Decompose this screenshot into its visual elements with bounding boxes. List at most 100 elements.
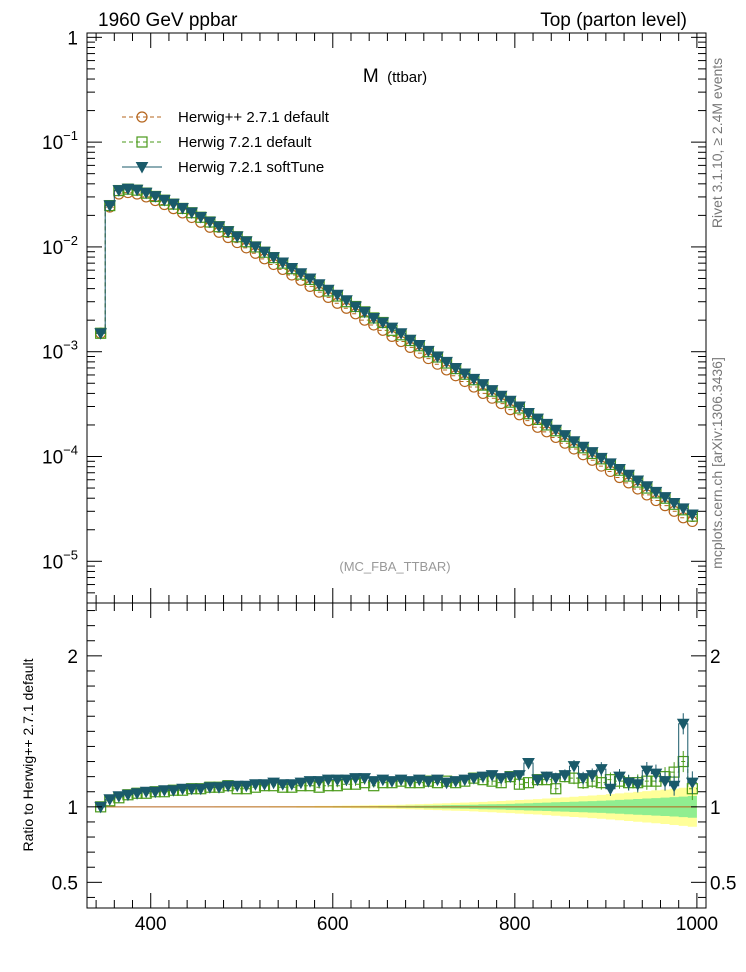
ratio-point	[676, 718, 690, 731]
series-2	[94, 183, 699, 521]
legend-marker	[136, 111, 148, 123]
ratio-point	[294, 777, 308, 790]
data-point	[431, 351, 444, 364]
data-point	[267, 252, 280, 264]
data-point	[221, 226, 235, 238]
ratio-point	[312, 776, 326, 788]
ratio-point	[203, 782, 217, 794]
data-point	[558, 430, 572, 442]
ratio-point	[349, 773, 362, 785]
data-point	[667, 498, 681, 510]
data-point	[440, 356, 453, 369]
data-point	[158, 194, 171, 207]
ratio-y-tick-label: 0.5	[52, 873, 78, 894]
data-point	[631, 475, 645, 488]
x-tick-label: 400	[135, 914, 167, 935]
ratio-point	[494, 773, 508, 785]
data-point	[112, 185, 126, 197]
ratio-point	[585, 770, 599, 782]
ratio-point	[622, 777, 635, 790]
data-point	[148, 191, 162, 203]
data-point	[121, 183, 135, 196]
data-point	[658, 492, 672, 504]
data-point	[358, 306, 371, 319]
data-point	[230, 231, 244, 243]
data-point	[239, 236, 253, 248]
ratio-point	[613, 771, 626, 784]
series-0	[95, 186, 698, 528]
main-title-main: M	[363, 66, 379, 87]
ratio-point	[567, 761, 581, 773]
ratio-point	[431, 774, 444, 787]
ratio-point	[385, 776, 399, 788]
data-point	[249, 241, 262, 254]
ratio-point	[458, 774, 472, 787]
data-point	[622, 469, 635, 482]
data-point	[194, 211, 208, 224]
data-point	[585, 447, 599, 459]
legend-entry-1: Herwig 7.2.1 default	[122, 134, 312, 151]
data-point	[640, 481, 654, 493]
main-title: M (ttbar)	[363, 66, 427, 87]
data-point	[176, 203, 189, 215]
ratio-y-tick-label: 2	[67, 647, 78, 668]
ratio-point	[340, 774, 353, 787]
ratio-point	[467, 773, 481, 785]
data-point	[321, 284, 335, 297]
data-point	[594, 452, 608, 465]
ratio-point	[185, 783, 199, 796]
ratio-point	[321, 774, 335, 787]
data-point	[412, 339, 426, 352]
y-tick-label: 10−1	[42, 128, 78, 154]
data-point	[604, 458, 617, 470]
ratio-frame	[86, 602, 707, 909]
data-point	[685, 509, 699, 521]
watermark: (MC_FBA_TTBAR)	[339, 559, 450, 574]
legend-label: Herwig++ 2.7.1 default	[178, 109, 330, 126]
ratio-point	[112, 791, 126, 803]
data-point	[513, 401, 526, 414]
ratio-point	[330, 774, 344, 787]
data-point	[567, 436, 581, 448]
data-point	[303, 273, 317, 286]
y-tick-label: 10−4	[42, 443, 78, 469]
data-point	[676, 503, 690, 515]
ratio-point	[449, 776, 463, 788]
data-point	[203, 216, 217, 229]
data-point	[549, 424, 563, 437]
data-point	[103, 200, 117, 212]
ratio-point	[412, 774, 426, 787]
ratio-point	[376, 774, 390, 787]
ratio-point	[594, 764, 608, 776]
legend-label: Herwig 7.2.1 default	[178, 134, 312, 151]
data-point	[649, 486, 663, 499]
ratio-point	[367, 776, 381, 788]
data-point	[540, 418, 554, 431]
data-point	[94, 328, 108, 340]
ratio-point	[249, 779, 262, 791]
ratio-point	[139, 786, 153, 799]
main-panel: 1 10−1 10−2 10−3 10−4 10−5 M (ttbar) (MC_FBA_…	[42, 28, 707, 604]
ratio-panel: 0.5 0.5 1 1 2 2 400 600 800 1000 Ratio to Herwig+…	[20, 602, 736, 935]
ratio-point	[130, 788, 144, 800]
ratio-point	[576, 773, 590, 785]
data-point	[467, 373, 481, 386]
data-point	[258, 246, 271, 259]
ratio-series-1	[94, 713, 699, 814]
data-point	[449, 362, 463, 375]
ratio-y-tick-label: 1	[67, 798, 78, 819]
header-left: 1960 GeV ppbar	[98, 10, 238, 31]
ratio-point	[403, 776, 417, 788]
legend-marker	[135, 162, 149, 174]
ratio-point	[167, 785, 180, 797]
ratio-point	[476, 771, 490, 784]
data-point	[403, 334, 417, 347]
data-point	[458, 368, 472, 381]
ratio-point	[148, 786, 162, 799]
ratio-point	[440, 777, 453, 790]
legend-entry-2: Herwig 7.2.1 softTune	[122, 159, 324, 176]
data-point	[285, 262, 299, 275]
y-tick-label: 1	[67, 28, 78, 49]
series-1	[95, 183, 698, 522]
